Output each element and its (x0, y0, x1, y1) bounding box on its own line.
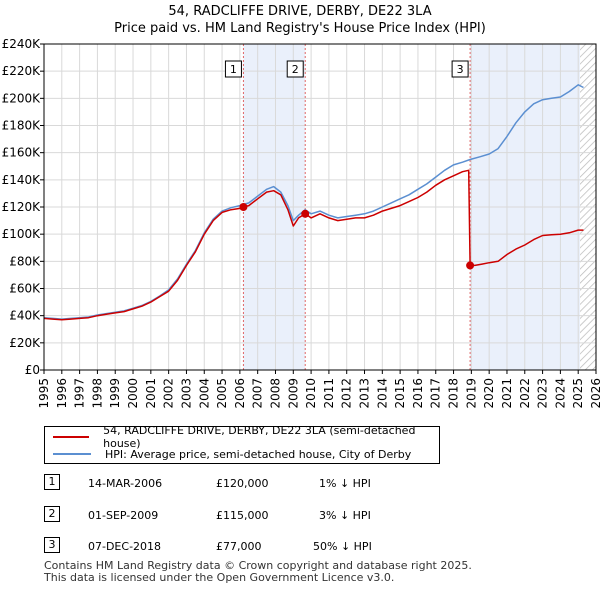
transaction-point (301, 209, 310, 218)
transaction-hpi-diff: 3% ↓ HPI (319, 509, 371, 522)
transaction-number: 1 (44, 474, 60, 490)
x-tick-label: 2008 (268, 378, 282, 409)
x-tick-label: 2001 (144, 378, 158, 409)
x-tick-label: 2024 (553, 378, 567, 409)
x-tick-label: 2019 (464, 378, 478, 409)
y-tick-label: £0 (25, 363, 40, 377)
x-tick-label: 2002 (162, 378, 176, 409)
x-tick-label: 2009 (286, 378, 300, 409)
y-tick-label: £120K (2, 200, 42, 214)
y-tick-label: £40K (9, 309, 41, 323)
transaction-label-box (286, 60, 304, 78)
x-tick-label: 2016 (411, 378, 425, 409)
chart-subtitle: Price paid vs. HM Land Registry's House … (114, 21, 486, 36)
y-tick-label: £160K (2, 146, 42, 160)
transaction-label-box (451, 60, 469, 78)
transaction-point (466, 261, 475, 270)
x-tick-label: 2010 (304, 378, 318, 409)
x-tick-label: 2000 (126, 378, 140, 409)
footer-line: Contains HM Land Registry data © Crown c… (44, 559, 472, 572)
transaction-number: 3 (44, 537, 60, 553)
transaction-hpi-diff: 1% ↓ HPI (319, 477, 371, 490)
transaction-date: 07-DEC-2018 (88, 540, 162, 553)
x-tick-label: 2004 (197, 378, 211, 409)
x-tick-label: 2005 (215, 378, 229, 409)
y-tick-label: £60K (9, 282, 41, 296)
transaction-hpi-diff: 50% ↓ HPI (313, 540, 372, 553)
transaction-price: £120,000 (216, 477, 269, 490)
x-tick-label: 2023 (536, 378, 550, 409)
x-tick-label: 1997 (73, 378, 87, 409)
series-line-property (43, 169, 584, 321)
footer-attribution: Contains HM Land Registry data © Crown c… (44, 560, 472, 584)
y-tick-label: £200K (2, 91, 42, 105)
y-tick-label: £140K (2, 173, 42, 187)
x-tick-label: 2018 (447, 378, 461, 409)
legend-label-property: 54, RADCLIFFE DRIVE, DERBY, DE22 3LA (se… (103, 424, 416, 450)
legend-item-hpi: HPI: Average price, semi-detached house,… (53, 446, 411, 462)
x-tick-label: 2012 (340, 378, 354, 409)
transaction-date: 14-MAR-2006 (88, 477, 163, 490)
x-tick-label: 1995 (37, 378, 51, 409)
transaction-label-number: 1 (230, 63, 237, 76)
y-tick-label: £80K (9, 254, 41, 268)
transaction-label-number: 2 (292, 63, 299, 76)
y-tick-label: £20K (9, 336, 41, 350)
chart-title: 54, RADCLIFFE DRIVE, DERBY, DE22 3LA (168, 4, 432, 19)
transaction-number: 2 (44, 506, 60, 522)
transaction-date: 01-SEP-2009 (88, 509, 159, 522)
legend-swatch-property (53, 436, 90, 438)
x-tick-label: 1998 (90, 378, 104, 409)
x-tick-label: 2025 (571, 378, 585, 409)
transaction-point (239, 203, 248, 211)
x-tick-label: 2007 (251, 378, 265, 409)
x-tick-label: 2015 (393, 378, 407, 409)
x-tick-label: 2014 (375, 378, 389, 409)
transaction-price: £115,000 (216, 509, 269, 522)
x-tick-label: 2021 (500, 378, 514, 409)
y-tick-label: £240K (2, 37, 42, 51)
y-tick-label: £180K (2, 119, 42, 133)
y-tick-label: £100K (2, 227, 42, 241)
legend-swatch-hpi (53, 453, 91, 455)
y-tick-label: £220K (2, 64, 42, 78)
x-tick-label: 2022 (518, 378, 532, 409)
x-tick-label: 2013 (358, 378, 372, 409)
transaction-label-number: 3 (457, 63, 464, 76)
x-tick-label: 2003 (179, 378, 193, 409)
transaction-label-box (224, 60, 242, 78)
x-tick-label: 2017 (429, 378, 443, 409)
x-tick-label: 1996 (55, 378, 69, 409)
x-tick-label: 1999 (108, 378, 122, 409)
x-tick-label: 2026 (589, 378, 600, 409)
plot-border (43, 43, 597, 371)
x-tick-label: 2020 (482, 378, 496, 409)
x-tick-label: 2011 (322, 378, 336, 409)
x-tick-label: 2006 (233, 378, 247, 409)
footer-line: This data is licensed under the Open Gov… (44, 571, 395, 584)
legend-item-property: 54, RADCLIFFE DRIVE, DERBY, DE22 3LA (se… (53, 424, 439, 450)
legend-label-hpi: HPI: Average price, semi-detached house,… (105, 447, 412, 461)
chart-legend: 54, RADCLIFFE DRIVE, DERBY, DE22 3LA (se… (44, 424, 440, 464)
transaction-price: £77,000 (216, 540, 262, 553)
price-chart: £0 £20K £40K £60K £80K £100K £120K £140K £160K £1… (2, 37, 600, 409)
